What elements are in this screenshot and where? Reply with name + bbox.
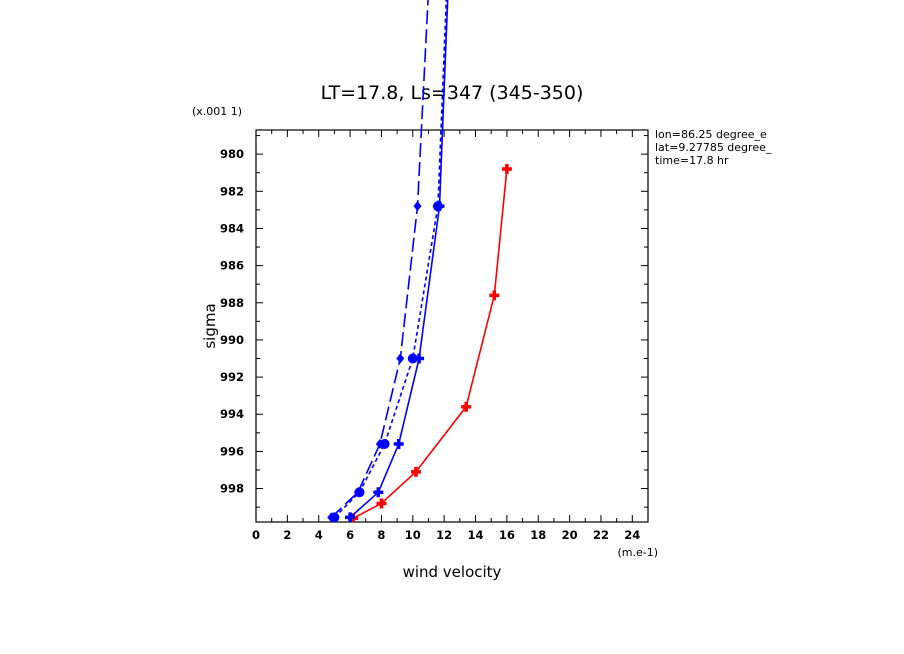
- x-axis-label: wind velocity: [403, 563, 502, 581]
- annotation-lon: lon=86.25 degree_e: [655, 128, 767, 141]
- series-3-point: [375, 438, 384, 449]
- series-0-point: [489, 290, 500, 301]
- x-unit-note: (m.e-1): [617, 546, 658, 559]
- x-tick-label: 4: [315, 528, 323, 542]
- x-tick-label: 20: [562, 528, 578, 542]
- annotation-lat: lat=9.27785 degree_: [655, 141, 772, 154]
- series-0-point: [461, 401, 472, 412]
- series-1-point: [345, 512, 356, 522]
- series-2-point: [432, 201, 443, 212]
- marker-diamond: [327, 512, 336, 522]
- y-tick-label: 994: [220, 407, 244, 421]
- x-tick-label: 22: [593, 528, 609, 542]
- marker-circle: [379, 438, 390, 449]
- series-1-point: [373, 487, 384, 498]
- series-line-3: [330, 0, 429, 518]
- series-2-point: [379, 438, 390, 449]
- x-tick-label: 8: [377, 528, 385, 542]
- series-line-0: [352, 168, 508, 520]
- x-tick-label: 2: [283, 528, 291, 542]
- marker-circle: [432, 201, 443, 212]
- series-layer: [327, 0, 512, 522]
- marker-diamond: [413, 201, 422, 212]
- y-tick-label: 988: [220, 296, 244, 310]
- marker-diamond: [396, 353, 405, 364]
- annotation-time: time=17.8 hr: [655, 154, 729, 167]
- marker-diamond: [375, 438, 384, 449]
- marker-diamond: [353, 487, 362, 498]
- y-axis-label: sigma: [201, 303, 219, 348]
- series-line-2: [333, 0, 448, 518]
- y-scale-note: (x.001 1): [192, 105, 242, 118]
- y-tick-label: 990: [220, 333, 244, 347]
- x-tick-label: 16: [499, 528, 515, 542]
- series-0-point: [410, 466, 421, 477]
- series-2-point: [407, 353, 418, 364]
- y-tick-label: 982: [220, 184, 244, 198]
- series-1-point: [393, 438, 404, 449]
- y-tick-label: 980: [220, 147, 244, 161]
- plot-area-border: [255, 129, 649, 523]
- x-tick-label: 24: [624, 528, 640, 542]
- chart-title: LT=17.8, Ls=347 (345-350): [321, 82, 584, 104]
- x-tick-label: 14: [468, 528, 484, 542]
- series-3-point: [327, 512, 336, 522]
- series-3-point: [413, 201, 422, 212]
- plot-frame: [255, 129, 649, 523]
- x-tick-label: 0: [252, 528, 260, 542]
- x-tick-label: 12: [436, 528, 452, 542]
- y-tick-label: 984: [220, 221, 244, 235]
- series-3-point: [353, 487, 362, 498]
- x-tick-label: 18: [530, 528, 546, 542]
- y-tick-label: 998: [220, 482, 244, 496]
- series-line-1: [349, 0, 449, 518]
- marker-circle: [407, 353, 418, 364]
- x-tick-label: 6: [346, 528, 354, 542]
- x-tick-label: 10: [405, 528, 421, 542]
- series-0-point: [376, 498, 387, 509]
- y-tick-label: 992: [220, 370, 244, 384]
- axis-ticks: 0 2 4 6 8 10 12 14 16 18 20 22 249809829849869889909…: [220, 130, 649, 542]
- y-tick-label: 996: [220, 444, 244, 458]
- series-3-point: [396, 353, 405, 364]
- series-0-point: [501, 164, 512, 175]
- y-tick-label: 986: [220, 259, 244, 273]
